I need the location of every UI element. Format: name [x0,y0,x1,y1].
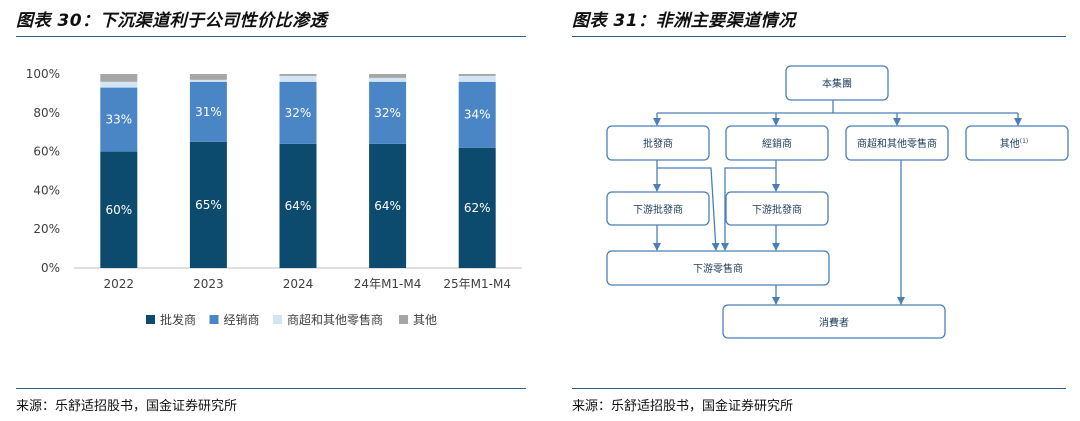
data-label: 60% [105,203,132,217]
bar-segment [100,81,138,88]
legend-swatch [273,315,282,324]
left-source-rule [16,388,526,389]
x-tick-label: 25年M1-M4 [443,277,511,291]
legend-label: 其他 [413,313,437,327]
node-supermarket: 商超和其他零售商 [845,125,949,161]
left-source-note: 来源：乐舒适招股书，国金证券研究所 [16,399,238,414]
right-figure-panel: 图表 31：非洲主要渠道情况 本集團 [556,0,1080,421]
y-tick-label: 40% [33,183,60,197]
node-other-footnote: (1) [1020,138,1029,145]
node-other-text: 其他 [1000,137,1020,150]
node-other-label: 其他(1) [1000,137,1029,150]
node-consumer-label: 消費者 [819,316,849,329]
bar-segment [100,87,138,152]
node-down-retailer: 下游零售商 [606,250,830,286]
data-label: 33% [105,113,132,127]
bar-segment [100,74,138,82]
right-source-note: 来源：乐舒适招股书，国金证券研究所 [572,399,794,414]
left-title-rule [16,36,526,37]
bar-segment [100,151,138,268]
arrow-distributor-to-retailer [721,167,776,251]
arrow-wholesaler-to-retailer [657,167,720,251]
y-tick-label: 80% [33,106,60,120]
x-tick-label: 2024 [283,277,314,291]
node-wholesaler: 批發商 [606,125,710,161]
bar-segment [189,79,227,82]
data-label: 32% [374,106,401,120]
y-tick-label: 60% [33,145,60,159]
left-figure-title: 图表 30：下沉渠道利于公司性价比渗透 [16,11,328,31]
bar-segment [189,81,227,142]
node-down-wholesaler-2: 下游批發商 [725,191,829,226]
bar-segment [369,143,407,268]
y-tick-label: 20% [33,222,60,236]
bar-segment [369,77,407,82]
node-down-wholesaler-2-label: 下游批發商 [752,203,802,216]
node-supermarket-label: 商超和其他零售商 [857,137,937,150]
bar-segment [279,81,317,144]
bar-segment [279,75,317,82]
node-down-wholesaler-1: 下游批發商 [606,191,710,226]
node-other: 其他(1) [965,125,1069,161]
data-label: 64% [374,199,401,213]
bar-segment [369,74,407,78]
right-title-rule [572,36,1066,37]
y-tick-label: 0% [41,261,60,275]
node-down-wholesaler-1-label: 下游批發商 [633,203,683,216]
node-down-retailer-label: 下游零售商 [693,262,743,275]
bar-segment [279,143,317,268]
left-figure-panel: 图表 30：下沉渠道利于公司性价比渗透 0% 20% 40% 60% 80% 100% 60… [16,11,526,414]
bar-segment [458,75,496,82]
legend-swatch [399,315,408,324]
legend-swatch [209,315,219,324]
bar-segment [189,141,227,268]
legend-label: 经销商 [224,312,260,327]
node-distributor-label: 經銷商 [762,137,792,150]
flowchart-connectors [653,100,1022,305]
legend-label: 批发商 [160,312,196,327]
data-label: 31% [195,105,222,119]
bar-segment [369,81,407,144]
data-label: 62% [464,201,491,215]
data-label: 65% [195,198,222,212]
node-group: 本集團 [785,65,889,101]
channel-flowchart: 本集團 批發商 經銷商 商超和其他零售商 其他(1) 下游批發商 下游批發商 [606,65,1069,339]
data-label: 34% [464,108,491,122]
x-tick-label: 2022 [104,277,135,291]
node-wholesaler-label: 批發商 [643,137,673,150]
x-tick-label: 2023 [193,277,224,291]
stacked-bar-chart: 0% 20% 40% 60% 80% 100% 60% 33% 2022 65% 31% 2023 64… [26,67,522,327]
bar-segment [279,74,317,76]
legend-swatch [146,315,155,324]
bar-segment [458,74,496,76]
node-consumer: 消費者 [722,304,946,339]
y-tick-label: 100% [26,67,60,81]
right-figure-title: 图表 31：非洲主要渠道情况 [572,11,796,31]
bar-segment [189,74,227,80]
data-label: 32% [285,106,312,120]
node-distributor: 經銷商 [725,125,829,161]
x-tick-label: 24年M1-M4 [354,277,422,291]
node-group-label: 本集團 [822,77,852,90]
right-source-rule [572,388,1066,389]
legend-label: 商超和其他零售商 [287,312,383,327]
bar-segment [458,147,496,268]
data-label: 64% [285,199,312,213]
bar-segment [458,81,496,148]
